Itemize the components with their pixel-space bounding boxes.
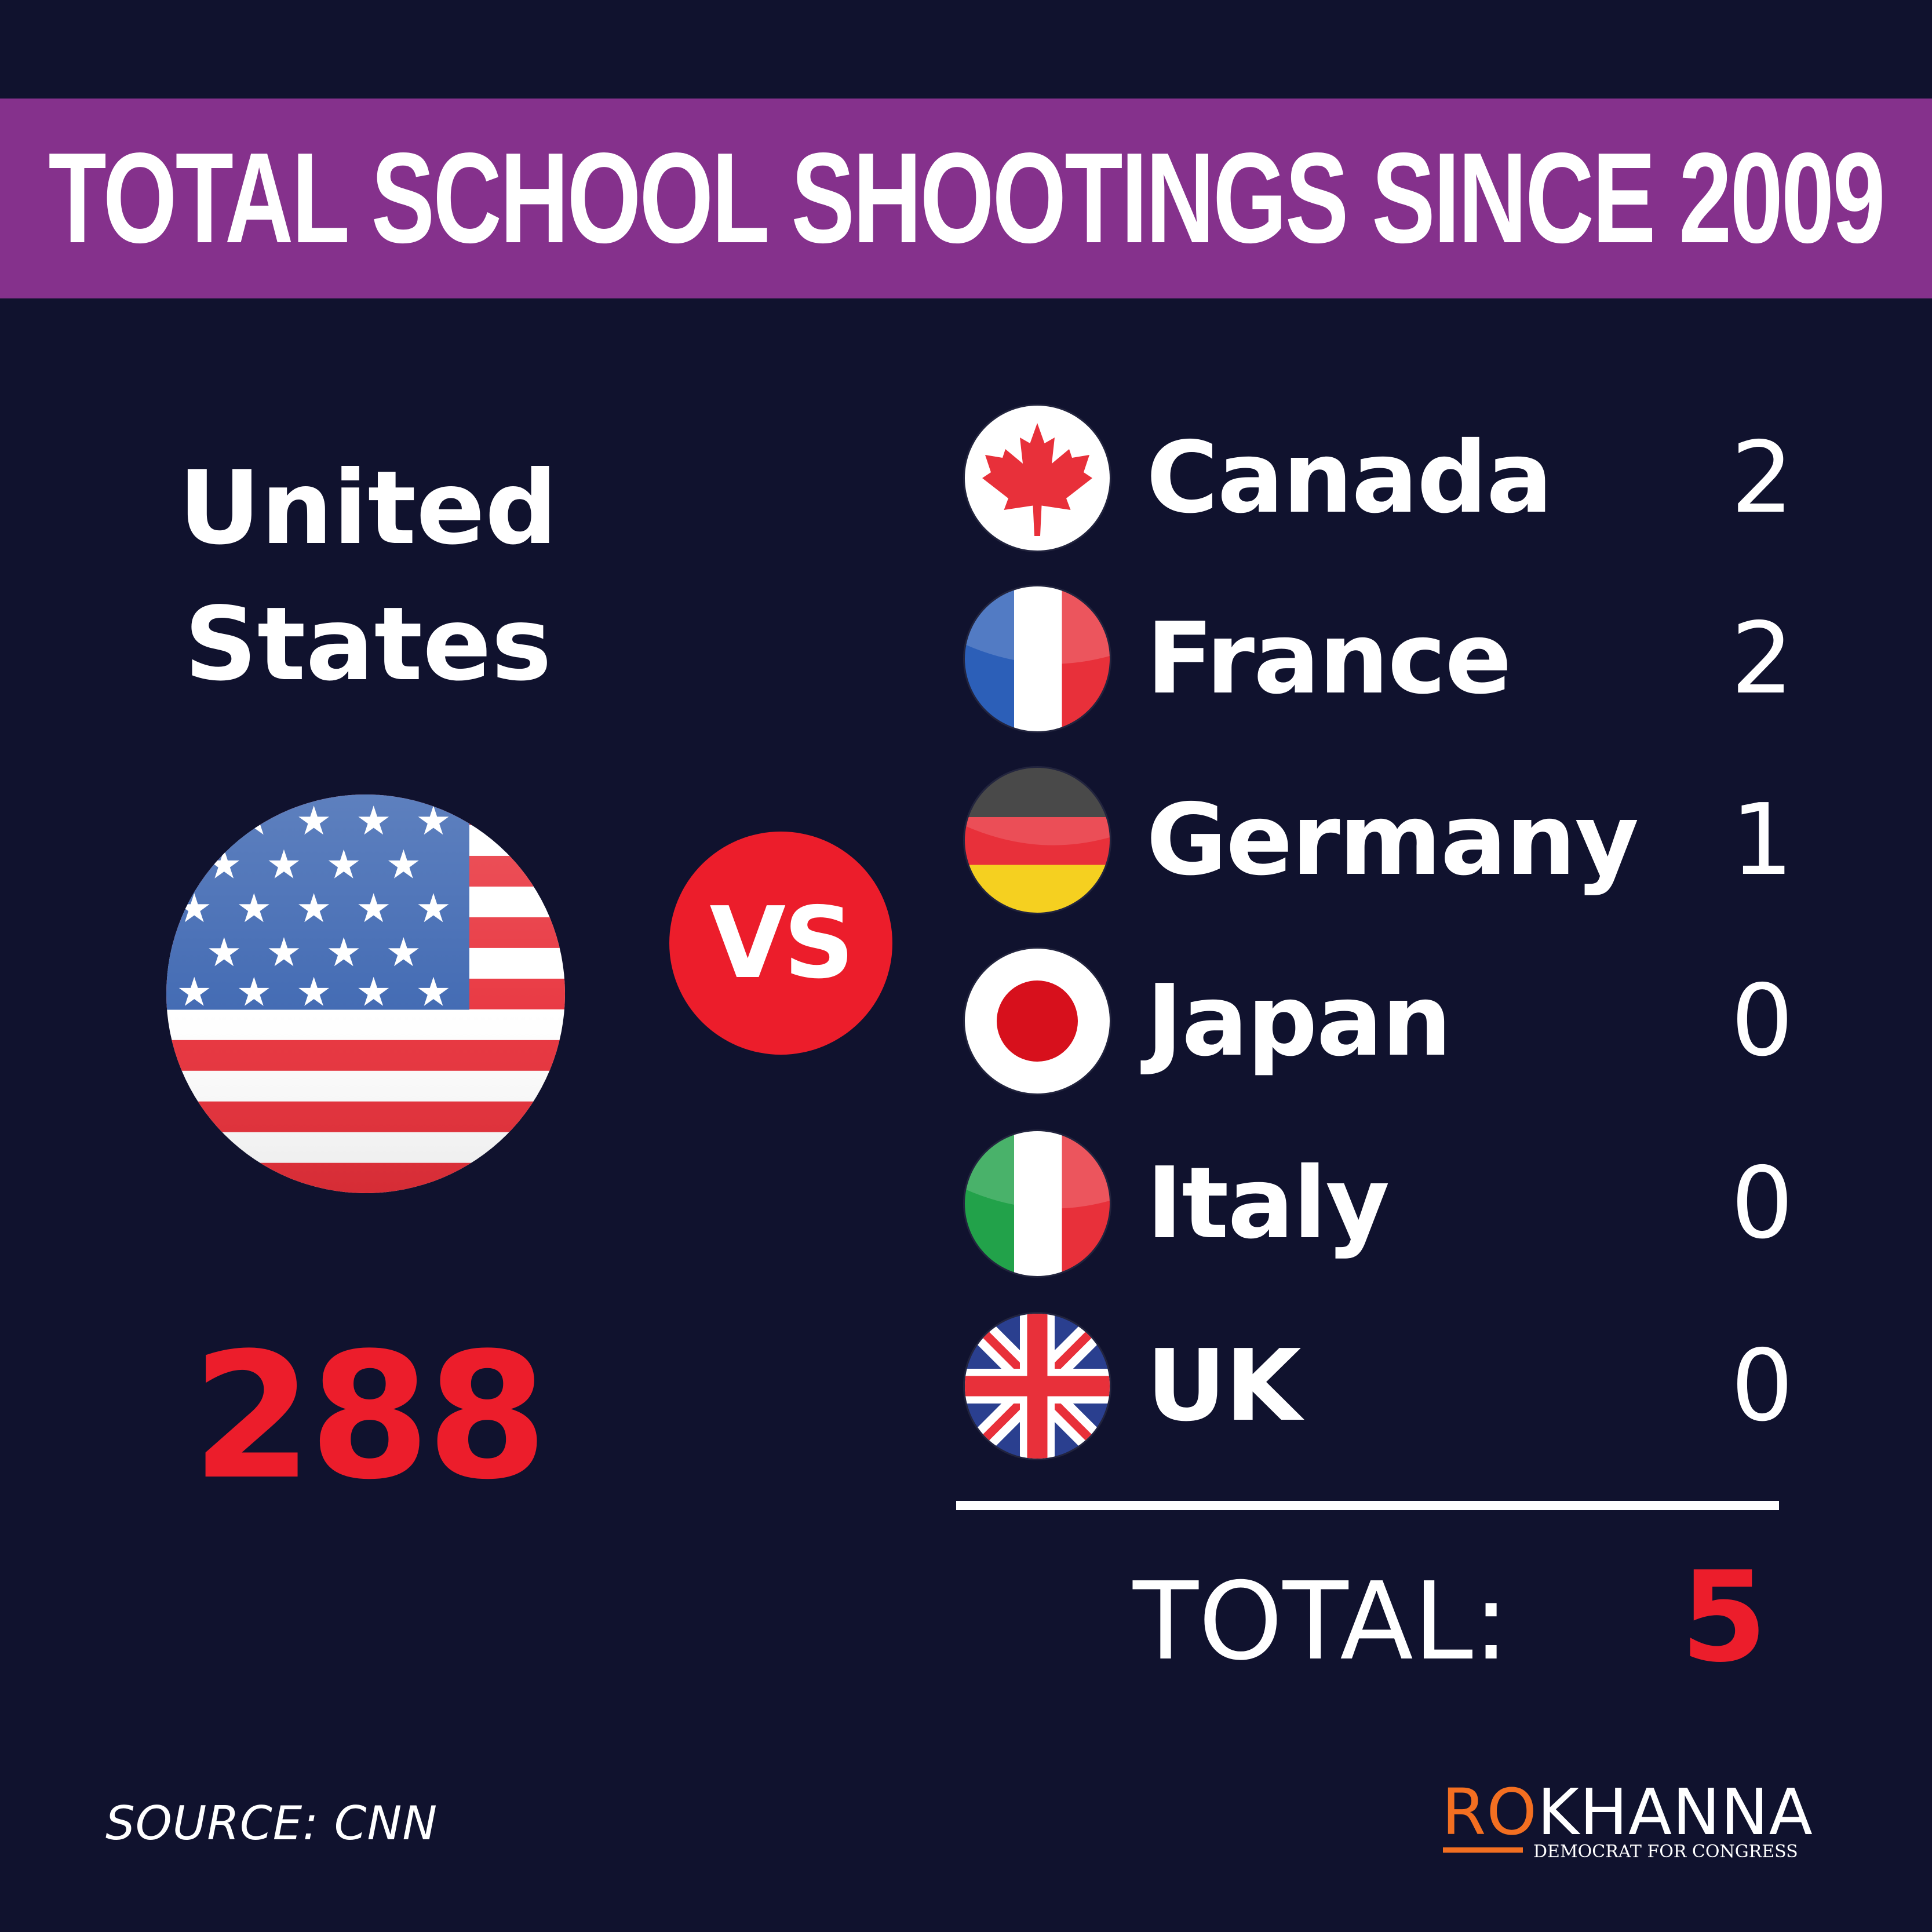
total-divider: [956, 1501, 1779, 1510]
usa-flag-icon: ★★★★★ ★★★★ ★★★★★ ★★★★ ★★★★★: [166, 794, 565, 1193]
country-value: 0: [1730, 1329, 1794, 1443]
source-note: SOURCE: CNN: [105, 1796, 438, 1850]
title-banner: TOTAL SCHOOL SHOOTINGS SINCE 2009: [0, 99, 1932, 298]
france-flag-icon: [965, 586, 1110, 731]
canada-flag-icon: [965, 406, 1110, 551]
country-row-uk: UK 0: [965, 1314, 1794, 1459]
us-total-value: 288: [191, 1315, 548, 1518]
country-value: 2: [1730, 602, 1794, 716]
us-country-name: United States: [151, 440, 585, 713]
total-label: TOTAL:: [1133, 1559, 1510, 1684]
japan-flag-icon: [965, 949, 1110, 1093]
vs-badge: VS: [669, 832, 892, 1055]
us-name-line2: States: [184, 586, 552, 703]
country-value: 2: [1730, 421, 1794, 535]
country-row-italy: Italy 0: [965, 1131, 1794, 1276]
page-title: TOTAL SCHOOL SHOOTINGS SINCE 2009: [48, 126, 1885, 270]
ro-khanna-logo: ROKHANNA DEMOCRAT FOR CONGRESS: [1442, 1779, 1813, 1862]
uk-flag-icon: [965, 1314, 1110, 1459]
country-name: France: [1146, 602, 1512, 716]
country-row-japan: Japan 0: [965, 949, 1794, 1093]
total-value: 5: [1681, 1544, 1767, 1690]
logo-underline: [1443, 1847, 1523, 1853]
country-name: Italy: [1146, 1146, 1390, 1261]
logo-ro: RO: [1442, 1775, 1538, 1849]
country-row-canada: Canada 2: [965, 406, 1794, 551]
country-name: UK: [1146, 1329, 1302, 1443]
svg-text:★: ★: [176, 798, 212, 844]
italy-flag-icon: [965, 1131, 1110, 1276]
us-name-line1: United: [178, 450, 558, 567]
germany-flag-icon: [965, 768, 1110, 913]
country-row-germany: Germany 1: [965, 768, 1794, 913]
country-value: 0: [1730, 964, 1794, 1078]
logo-tagline: DEMOCRAT FOR CONGRESS: [1533, 1842, 1798, 1862]
country-name: Japan: [1146, 964, 1452, 1078]
country-name: Germany: [1146, 783, 1639, 898]
country-name: Canada: [1146, 421, 1553, 535]
country-row-france: France 2: [965, 586, 1794, 731]
country-value: 1: [1730, 783, 1794, 898]
logo-khanna: KHANNA: [1537, 1775, 1813, 1849]
country-value: 0: [1730, 1146, 1794, 1261]
